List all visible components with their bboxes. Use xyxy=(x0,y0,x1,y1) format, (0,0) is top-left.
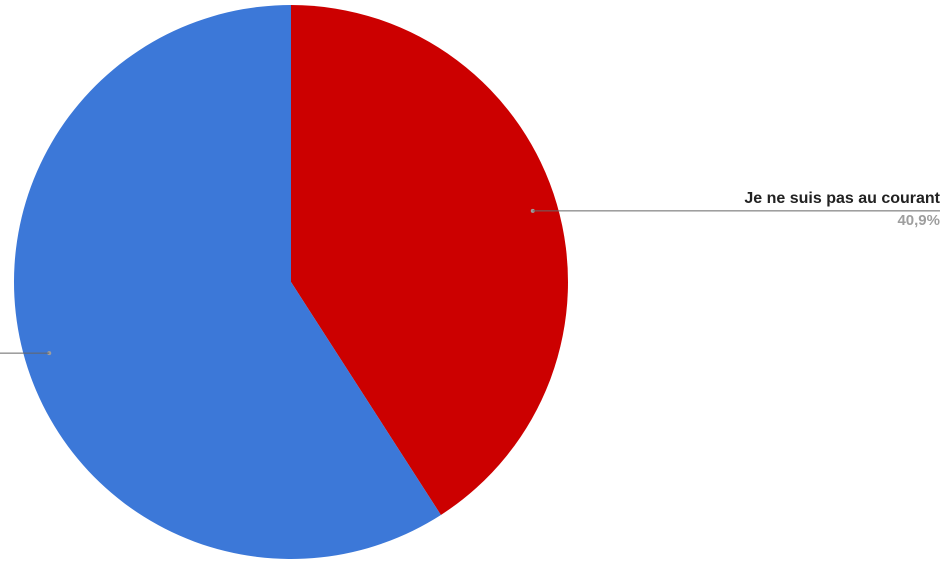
slice-value-0: 40,9% xyxy=(897,212,940,229)
pie-slice-1 xyxy=(13,5,441,559)
pie-slices xyxy=(13,5,568,559)
pie-slice-0 xyxy=(291,5,568,515)
slice-labels: Je ne suis pas au courant 40,9% xyxy=(744,190,940,229)
slice-label-0: Je ne suis pas au courant xyxy=(744,190,940,207)
leader-lines xyxy=(0,208,940,356)
